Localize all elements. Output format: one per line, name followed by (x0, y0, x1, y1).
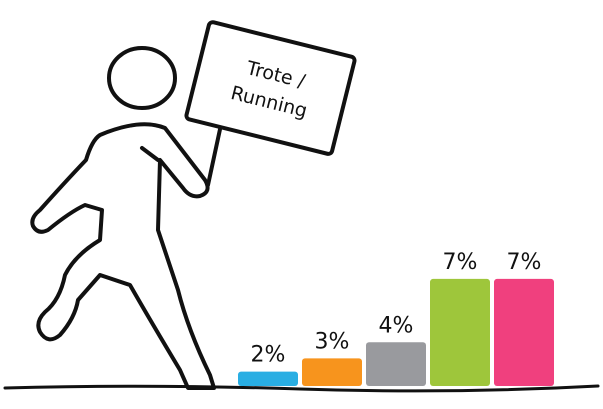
sign-board: Trote / Running (184, 20, 357, 156)
ground-line (3, 384, 600, 393)
bar-4 (430, 278, 490, 386)
bar-5 (494, 278, 554, 386)
bar-label-1: 2% (251, 343, 286, 368)
bar-label-5: 7% (507, 250, 542, 275)
bar-label-3: 4% (379, 313, 414, 338)
bar-label-2: 3% (315, 329, 350, 354)
bar-1 (238, 371, 298, 386)
running-figure-icon (30, 46, 216, 390)
bar-label-4: 7% (443, 250, 478, 275)
bar-2 (302, 358, 362, 386)
sign-pole (206, 118, 224, 187)
bar-3 (366, 342, 426, 386)
